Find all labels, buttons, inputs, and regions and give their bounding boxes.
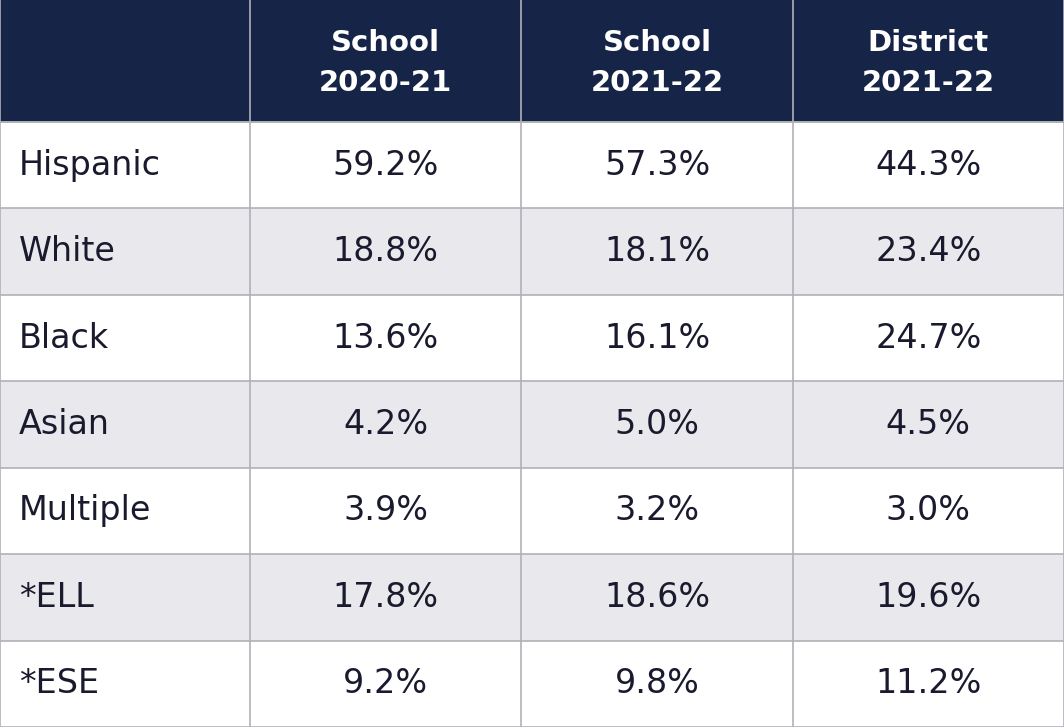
Text: 16.1%: 16.1%	[604, 321, 710, 355]
Text: Asian: Asian	[19, 408, 111, 441]
Bar	[0, 381, 250, 467]
Text: 19.6%: 19.6%	[876, 581, 981, 614]
Text: Hispanic: Hispanic	[19, 149, 161, 182]
Bar	[250, 295, 521, 381]
Text: 2021-22: 2021-22	[591, 69, 724, 97]
Bar	[521, 209, 793, 295]
Bar	[0, 640, 250, 727]
Text: 9.2%: 9.2%	[343, 667, 429, 700]
Text: 2021-22: 2021-22	[862, 69, 995, 97]
Bar	[521, 0, 793, 122]
Bar	[250, 209, 521, 295]
Text: 4.2%: 4.2%	[343, 408, 429, 441]
Bar	[0, 295, 250, 381]
Text: 17.8%: 17.8%	[333, 581, 438, 614]
Bar	[0, 122, 250, 209]
Text: *ELL: *ELL	[19, 581, 94, 614]
Text: District: District	[868, 29, 988, 57]
Text: 44.3%: 44.3%	[876, 149, 981, 182]
Text: Multiple: Multiple	[19, 494, 151, 527]
Bar	[0, 209, 250, 295]
Bar	[793, 0, 1064, 122]
Text: 5.0%: 5.0%	[615, 408, 699, 441]
Text: 2020-21: 2020-21	[319, 69, 452, 97]
Text: School: School	[602, 29, 712, 57]
Bar	[521, 122, 793, 209]
Bar	[521, 554, 793, 640]
Bar	[250, 122, 521, 209]
Bar	[793, 122, 1064, 209]
Bar	[250, 467, 521, 554]
Text: 11.2%: 11.2%	[876, 667, 981, 700]
Text: 57.3%: 57.3%	[604, 149, 710, 182]
Bar	[793, 209, 1064, 295]
Text: 9.8%: 9.8%	[615, 667, 699, 700]
Bar	[521, 295, 793, 381]
Text: Black: Black	[19, 321, 110, 355]
Text: 13.6%: 13.6%	[333, 321, 438, 355]
Text: 24.7%: 24.7%	[876, 321, 981, 355]
Text: 4.5%: 4.5%	[886, 408, 970, 441]
Bar	[521, 381, 793, 467]
Bar	[0, 467, 250, 554]
Text: 59.2%: 59.2%	[333, 149, 438, 182]
Bar	[0, 0, 250, 122]
Text: *ESE: *ESE	[19, 667, 99, 700]
Bar	[793, 295, 1064, 381]
Bar	[793, 467, 1064, 554]
Text: 23.4%: 23.4%	[876, 235, 981, 268]
Text: White: White	[19, 235, 116, 268]
Bar	[793, 381, 1064, 467]
Text: 18.6%: 18.6%	[604, 581, 710, 614]
Bar	[250, 554, 521, 640]
Text: 18.1%: 18.1%	[604, 235, 710, 268]
Text: 18.8%: 18.8%	[333, 235, 438, 268]
Text: School: School	[331, 29, 440, 57]
Text: 3.2%: 3.2%	[614, 494, 700, 527]
Bar	[250, 0, 521, 122]
Bar	[250, 381, 521, 467]
Bar	[793, 640, 1064, 727]
Bar	[793, 554, 1064, 640]
Bar	[521, 467, 793, 554]
Bar	[521, 640, 793, 727]
Bar	[250, 640, 521, 727]
Bar	[0, 554, 250, 640]
Text: 3.9%: 3.9%	[344, 494, 428, 527]
Text: 3.0%: 3.0%	[886, 494, 970, 527]
